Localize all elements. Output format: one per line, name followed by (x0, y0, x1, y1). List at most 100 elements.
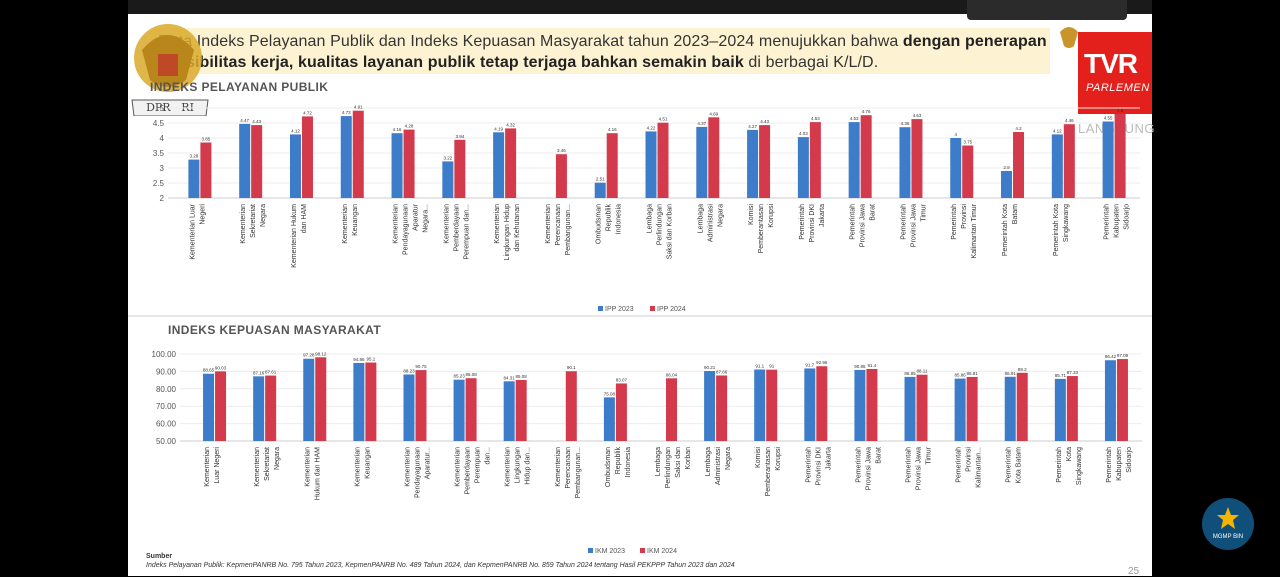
data-label: 87.66 (716, 369, 728, 374)
channel-badge: MGMP BIN (1202, 498, 1254, 550)
bar-ipp-2024 (1114, 114, 1126, 198)
category-label: Administrasi (715, 447, 722, 486)
bar-ikm-2024 (1066, 376, 1078, 441)
data-label: 85.23 (453, 374, 465, 379)
category-label: Negara (274, 447, 281, 470)
category-label: Perempuan (475, 447, 482, 483)
source-notes: Sumber Indeks Pelayanan Publik: KepmenPA… (146, 552, 735, 570)
category-label: Komisi (755, 447, 762, 468)
bar-ipp-2023 (493, 132, 505, 198)
bar-ipp-2024 (962, 145, 974, 198)
category-label: Provinsi Jawa (860, 204, 867, 247)
category-label: Pemerintah (855, 447, 862, 483)
bar-ipp-2023 (594, 182, 606, 198)
category-label: Kementerian (545, 204, 552, 244)
tv-channel-logo: TVR PARLEMEN (1078, 32, 1152, 114)
bar-ipp-2024 (555, 154, 567, 198)
data-label: 90.21 (704, 365, 716, 370)
category-label: dan HAM (301, 204, 308, 233)
data-label: 4.22 (647, 125, 656, 130)
category-label: Pemerintah (850, 204, 857, 240)
channel-badge-label: MGMP BIN (1212, 534, 1244, 540)
bar-ikm-2023 (603, 397, 615, 441)
data-label: 90.75 (415, 364, 427, 369)
data-label: 83.07 (616, 377, 628, 382)
category-label: Kementerian (204, 447, 211, 487)
category-label: Pemerintah Kota (1053, 204, 1060, 256)
data-label: 3.94 (455, 134, 464, 139)
data-label: 88.23 (403, 368, 415, 373)
bar-ipp-2023 (188, 159, 200, 198)
data-label: 94.86 (353, 357, 365, 362)
data-label: 4.03 (799, 131, 808, 136)
bar-ipp-2024 (251, 125, 263, 198)
category-label: Pembangunan... (565, 204, 572, 255)
video-preview[interactable] (967, 0, 1127, 20)
category-label: Kementerian (505, 447, 512, 487)
category-label: Saksi dan (675, 447, 682, 478)
category-label: Singkawang (1063, 204, 1070, 242)
category-label: Hidup dan... (525, 447, 532, 485)
bar-ikm-2024 (816, 366, 828, 441)
data-label: 4.47 (240, 118, 249, 123)
category-label: Pemberdayaan (465, 447, 472, 495)
bar-ipp-2024 (759, 125, 771, 198)
category-label: Kalimantan... (976, 447, 983, 488)
page-number: 25 (1128, 566, 1140, 577)
category-label: Perencanaan (555, 204, 562, 246)
ikm-chart: 50.00 60.00 70.00 80.00 90.00 100.00 88.65 90.0… (152, 350, 1142, 555)
bar-ikm-2024 (265, 375, 277, 441)
category-label: Kementerian (393, 204, 400, 244)
bar-ikm-2023 (704, 371, 716, 441)
data-label: 4.46 (1065, 118, 1074, 123)
category-label: Pendayagunaan (414, 447, 421, 498)
bar-ikm-2023 (303, 358, 315, 441)
bar-ikm-2024 (215, 371, 227, 441)
bar-ikm-2023 (954, 378, 966, 441)
category-label: Negara (260, 204, 267, 227)
headline-banner: Data Indeks Pelayanan Publik dan Indeks … (150, 28, 1050, 74)
category-label: Kementerian (254, 447, 261, 487)
category-label: Perencanaan (565, 447, 572, 489)
data-label: 86.04 (666, 372, 678, 377)
data-label: 4.16 (393, 127, 402, 132)
chart2-title: INDEKS KEPUASAN MASYARAKAT (168, 323, 382, 337)
data-label: 84.31 (504, 375, 516, 380)
data-label: 86.81 (966, 371, 978, 376)
category-label: Korban (685, 447, 692, 470)
data-label: 4.53 (811, 116, 820, 121)
bar-ikm-2024 (666, 378, 677, 441)
data-label: 4.36 (901, 121, 910, 126)
category-label: Kementerian (555, 447, 562, 487)
y-tick-label: 2.5 (153, 179, 165, 188)
category-label: Kementerian (494, 204, 501, 244)
data-label: 91.7 (805, 362, 814, 367)
data-label: 86.85 (904, 371, 916, 376)
garuda-small-icon (1060, 27, 1078, 48)
category-label: Lingkungan (515, 447, 522, 483)
bar-ikm-2024 (1016, 372, 1028, 441)
category-label: Pemerintah (956, 447, 963, 483)
bar-ipp-2024 (352, 110, 364, 198)
y-tick-label: 100.00 (152, 350, 177, 359)
bar-ikm-2023 (804, 368, 816, 441)
bar-ipp-2023 (696, 126, 708, 198)
legend-label: IKM 2024 (647, 548, 677, 555)
category-label: Administrasi (707, 204, 714, 243)
data-label: 86.91 (1005, 371, 1017, 376)
y-tick-label: 3.5 (153, 149, 165, 158)
data-label: 75.08 (604, 391, 616, 396)
data-label: 4.72 (303, 110, 312, 115)
data-label: 4.73 (342, 110, 351, 115)
category-label: Provinsi Jawa (916, 447, 923, 490)
category-label: Kementerian (342, 204, 349, 244)
bar-ikm-2023 (1004, 376, 1016, 441)
data-label: 85.08 (516, 374, 528, 379)
category-label: Batam (1012, 204, 1019, 224)
bar-ikm-2023 (253, 376, 265, 441)
legend-label: IPP 2024 (657, 306, 686, 313)
y-tick-label: 80.00 (156, 385, 177, 394)
category-label: Barat (870, 204, 877, 221)
data-label: 87.61 (265, 370, 277, 375)
category-label: Lingkungan Hidup (504, 204, 511, 261)
